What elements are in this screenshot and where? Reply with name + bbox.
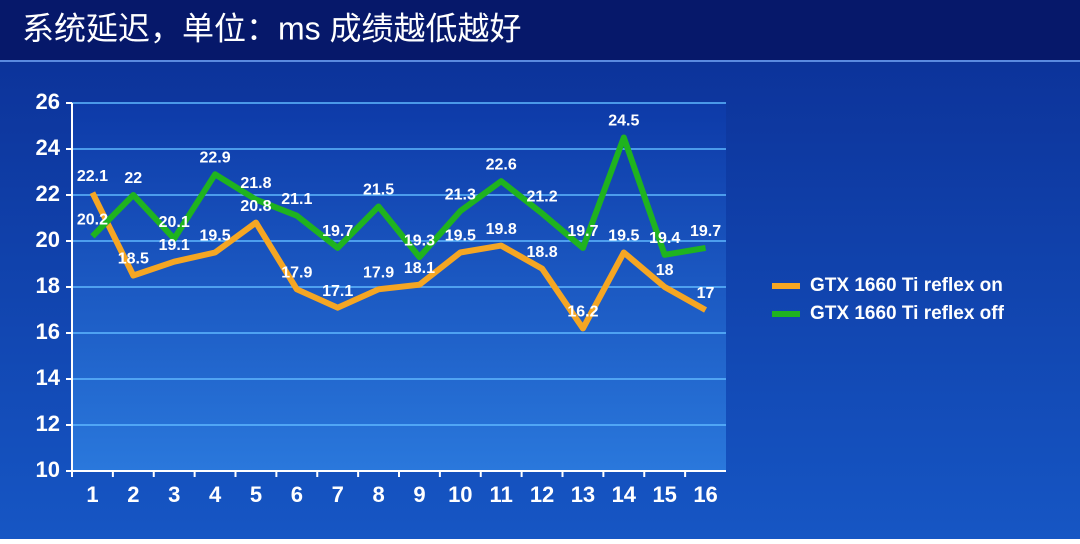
data-label: 20.8 xyxy=(240,198,271,215)
x-tick-label: 11 xyxy=(490,482,513,507)
data-label: 22 xyxy=(124,170,142,187)
data-label: 19.8 xyxy=(486,221,517,238)
series-line xyxy=(90,134,707,261)
x-tick-label: 6 xyxy=(291,482,303,507)
y-tick-label: 26 xyxy=(36,89,60,114)
data-label: 20.2 xyxy=(77,212,108,229)
data-label: 16.2 xyxy=(567,304,598,321)
legend-label: GTX 1660 Ti reflex on xyxy=(810,275,1003,296)
data-label: 21.2 xyxy=(526,189,557,206)
legend-label: GTX 1660 Ti reflex off xyxy=(810,303,1005,324)
data-label: 21.8 xyxy=(240,175,271,192)
data-label: 19.7 xyxy=(322,223,353,240)
y-tick-label: 22 xyxy=(36,181,60,206)
data-label: 22.1 xyxy=(77,168,108,185)
x-tick-label: 9 xyxy=(413,482,425,507)
data-label: 19.1 xyxy=(159,237,190,254)
x-tick-label: 12 xyxy=(530,482,554,507)
data-label: 21.1 xyxy=(281,191,312,208)
y-tick-label: 10 xyxy=(36,457,60,482)
x-tick-label: 5 xyxy=(250,482,262,507)
data-label: 17.9 xyxy=(281,265,312,282)
data-label: 19.5 xyxy=(199,228,230,245)
data-label: 17.1 xyxy=(322,283,353,300)
x-tick-label: 7 xyxy=(332,482,344,507)
x-tick-label: 2 xyxy=(127,482,139,507)
data-label: 19.3 xyxy=(404,232,435,249)
x-tick-label: 3 xyxy=(168,482,180,507)
y-tick-label: 18 xyxy=(36,273,60,298)
chart-title: 系统延迟，单位：ms 成绩越低越好 xyxy=(22,10,522,46)
y-tick-label: 16 xyxy=(36,319,60,344)
data-label: 21.3 xyxy=(445,186,476,203)
data-label: 17 xyxy=(697,285,715,302)
y-tick-label: 24 xyxy=(36,135,61,160)
data-label: 18 xyxy=(656,262,674,279)
data-label: 19.5 xyxy=(608,228,639,245)
x-tick-label: 16 xyxy=(693,482,717,507)
x-tick-label: 15 xyxy=(652,482,676,507)
x-tick-label: 1 xyxy=(86,482,98,507)
y-tick-label: 12 xyxy=(36,411,60,436)
data-label: 20.1 xyxy=(159,214,190,231)
series-line xyxy=(89,191,708,332)
data-label: 18.1 xyxy=(404,260,435,277)
data-label: 22.6 xyxy=(486,156,517,173)
x-tick-label: 4 xyxy=(209,482,222,507)
x-tick-label: 13 xyxy=(571,482,595,507)
header xyxy=(0,0,1080,60)
data-label: 22.9 xyxy=(199,150,230,167)
x-tick-label: 10 xyxy=(448,482,472,507)
data-label: 18.8 xyxy=(526,244,557,261)
data-label: 21.5 xyxy=(363,182,394,199)
data-label: 19.4 xyxy=(649,230,680,247)
data-label: 18.5 xyxy=(118,251,149,268)
x-tick-label: 8 xyxy=(372,482,384,507)
data-label: 19.5 xyxy=(445,228,476,245)
x-tick-label: 14 xyxy=(612,482,637,507)
y-tick-label: 20 xyxy=(36,227,60,252)
data-label: 19.7 xyxy=(567,223,598,240)
data-label: 24.5 xyxy=(608,113,639,130)
y-tick-label: 14 xyxy=(36,365,61,390)
data-label: 17.9 xyxy=(363,265,394,282)
data-label: 19.7 xyxy=(690,223,721,240)
